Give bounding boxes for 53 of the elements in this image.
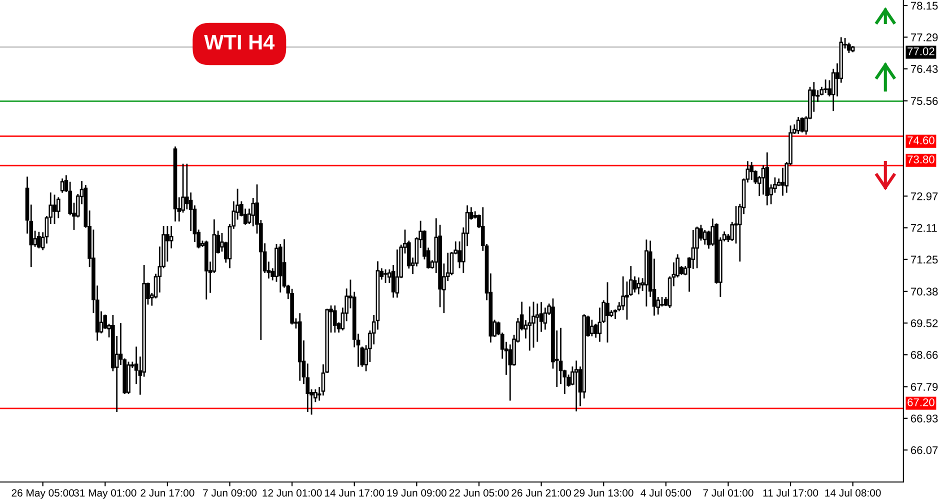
candlestick [796,117,800,134]
y-tick-label: 67.79 [910,382,938,391]
x-tick-label: 2 Jun 17:00 [140,489,194,497]
x-tick-label: 4 Jul 05:00 [640,488,691,497]
y-tick-label: 72.97 [910,192,938,200]
text: WTI H4 [204,35,275,50]
ref-line-label: 74.60 [908,136,934,144]
candlestick [574,360,578,412]
x-tick-label: 14 Jul 08:00 [825,488,881,497]
x-tick-label: 31 May 01:00 [74,489,136,499]
y-tick-label: 71.25 [910,256,938,264]
candlestick [60,178,64,193]
ref-line-label: 67.20 [908,398,934,406]
ref-line-label: 77.02 [908,47,934,56]
candlestick [251,198,256,226]
y-tick-label: 77.29 [910,33,938,42]
x-tick-label: 12 Jun 01:00 [262,489,322,497]
x-tick-label: 7 Jul 01:00 [703,488,754,497]
x-tick-label: 29 Jun 13:00 [574,489,634,497]
y-tick-label: 75.56 [910,97,938,105]
candlestick [52,194,56,224]
candlestick [800,117,804,132]
y-tick-label: 76.43 [910,65,938,73]
x-tick-label: 14 Jun 17:00 [325,489,384,497]
candlestick [816,90,820,102]
candlestick [606,282,610,343]
y-tick-label: 70.38 [910,288,938,296]
candlestick [632,276,637,292]
x-tick-label: 26 May 05:00 [12,489,74,499]
candlestick [824,80,828,94]
y-tick-label: 78.15 [910,2,938,10]
x-tick-label: 26 Jun 21:00 [512,489,572,497]
y-tick-label: 68.66 [910,350,938,359]
candlestick [636,277,641,294]
y-tick-label: 66.07 [910,446,938,454]
candlestick [761,165,766,195]
candlestick [532,302,536,348]
candlestick [594,324,598,338]
x-tick-label: 19 Jun 09:00 [387,489,446,497]
candlestick [37,232,41,248]
ref-line-label: 73.80 [908,156,934,164]
x-tick-label: 22 Jun 05:00 [449,489,509,497]
y-tick-label: 72.11 [910,224,937,232]
candlestick [384,269,388,283]
x-tick-label: 11 Jul 17:00 [763,488,818,497]
y-tick-label: 69.52 [910,319,938,328]
candlestick [332,305,337,333]
candlestick [750,162,754,180]
candlestick [590,320,594,336]
x-tick-label: 7 Jun 09:00 [203,489,257,497]
candlestick [169,226,174,248]
candlestick [695,226,699,268]
y-tick-label: 66.93 [910,414,938,422]
